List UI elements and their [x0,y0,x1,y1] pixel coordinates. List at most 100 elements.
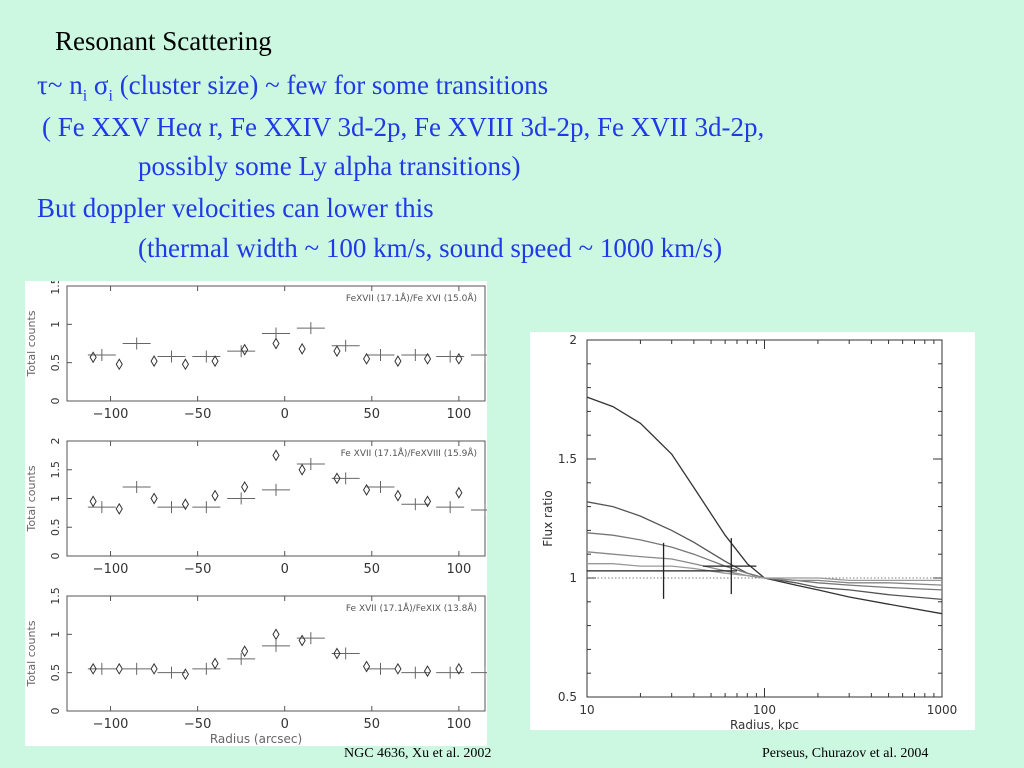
data-point [423,352,432,365]
plot-frame [586,339,943,698]
y-axis-label: Total counts [25,620,38,687]
x-axis-label: Radius (arcsec) [210,732,302,746]
data-point [272,337,280,350]
y-axis-label: Total counts [25,465,38,532]
data-point [333,345,341,358]
x-tick-label: 10 [579,703,594,717]
y-tick-label: 1 [49,495,62,502]
y-tick-label: 1.5 [49,281,62,295]
y-tick-label: 0.5 [49,664,62,682]
data-point [181,668,190,681]
slide-title: Resonant Scattering [55,26,272,56]
x-tick-label: −100 [93,717,129,732]
subplot-frame [66,285,486,402]
model-curve-3 [586,532,943,591]
x-tick-label: 100 [446,562,471,577]
y-tick-label: 0 [49,708,62,715]
x-tick-label: 100 [446,717,471,732]
data-point [272,449,280,462]
x-tick-label: 100 [753,703,776,717]
data-point [455,662,463,675]
y-tick-label: 1.5 [49,461,62,479]
x-tick-label: −100 [93,407,129,422]
data-point [241,645,249,658]
data-point [89,495,97,508]
subplot-ratio-label: Fe XVII (17.1Å)/FeXIX (13.8Å) [346,602,477,614]
transitions-line-cont: possibly some Ly alpha transitions) [138,151,521,181]
flux-ratio-plot: 10 100 1000 0.5 1 1.5 2 Radius, kpc Flux ratio [541,333,958,732]
data-point [423,495,432,508]
data-point [241,481,249,493]
data-point [211,489,219,502]
data-point [394,662,402,675]
data-point [394,355,402,368]
data-point [150,492,158,505]
data-point [241,343,249,356]
data-point [394,489,402,502]
data-point [181,358,190,371]
subplot-ratio-label: Fe XVII (17.1Å)/FeXVIII (15.9Å) [341,447,477,459]
caption-perseus: Perseus, Churazov et al. 2004 [762,746,929,761]
x-tick-label: 0 [281,717,289,732]
data-point [298,342,306,355]
y-tick-label: 0.5 [49,519,62,537]
data-point [298,463,306,476]
y-tick-label: 0.5 [558,690,577,704]
x-tick-label: 1000 [927,703,958,717]
data-point [181,498,190,511]
data-point [362,483,371,496]
x-tick-label: 0 [281,407,289,422]
data-point [211,657,219,670]
subplot-3: −100 −50 0 50 100 0 0.5 1 1.5 Total counts Fe XVII… [25,587,499,746]
tau-line: τ~ ni σi (cluster size) ~ few for some t… [37,70,549,105]
caption-ngc4636: NGC 4636, Xu et al. 2002 [344,746,492,761]
thermal-width-line: (thermal width ~ 100 km/s, sound speed ~… [138,233,723,263]
data-point [298,634,306,647]
perseus-plot: 10 100 1000 0.5 1 1.5 2 Radius, kpc Flux ratio [541,333,958,732]
y-tick-label: 2 [569,333,577,347]
y-axis-label: Flux ratio [541,490,555,546]
subplot-ratio-label: FeXVII (17.1Å)/Fe XVI (15.0Å) [346,292,477,304]
data-point [333,472,341,485]
y-tick-label: 1 [49,321,62,328]
model-curve-5 [587,563,942,582]
data-point [150,662,158,675]
y-tick-label: 1.5 [49,587,62,605]
data-point [455,352,463,365]
data-point [150,355,158,368]
y-tick-label: 1.5 [558,452,577,466]
data-point [89,662,97,675]
data-point [423,665,432,678]
x-tick-label: 0 [281,562,289,577]
y-tick-label: 2 [49,438,62,445]
data-point [89,351,97,364]
y-tick-label: 0.5 [49,354,62,372]
data-point [333,647,341,660]
x-tick-label: 50 [364,717,381,732]
y-tick-label: 0 [49,553,62,560]
subplot-frame [66,595,486,712]
data-point [362,660,371,673]
x-tick-label: 100 [446,407,471,422]
y-tick-label: 1 [49,631,62,638]
x-tick-label: −50 [184,562,211,577]
data-point [115,662,123,675]
x-tick-label: −50 [184,407,211,422]
data-point [272,628,280,641]
data-point [455,486,463,499]
transitions-line: ( Fe XXV Heα r, Fe XXIV 3d-2p, Fe XVIII … [42,112,765,142]
data-point [115,502,123,515]
doppler-line: But doppler velocities can lower this [37,193,434,223]
x-tick-label: 50 [364,562,381,577]
x-tick-label: 50 [364,407,381,422]
subplot-1: −100 −50 0 50 100 0 0.5 1 1.5 Total counts FeXVII … [25,277,499,422]
x-axis-label: Radius, kpc [730,718,799,730]
x-tick-label: −50 [184,717,211,732]
data-point [211,355,219,368]
x-tick-label: −100 [93,562,129,577]
y-tick-label: 0 [49,398,62,405]
data-point [362,352,371,365]
data-point [115,358,123,371]
subplot-2: −100 −50 0 50 100 0 0.5 1 1.5 2 Total counts Fe XVI… [25,438,499,577]
